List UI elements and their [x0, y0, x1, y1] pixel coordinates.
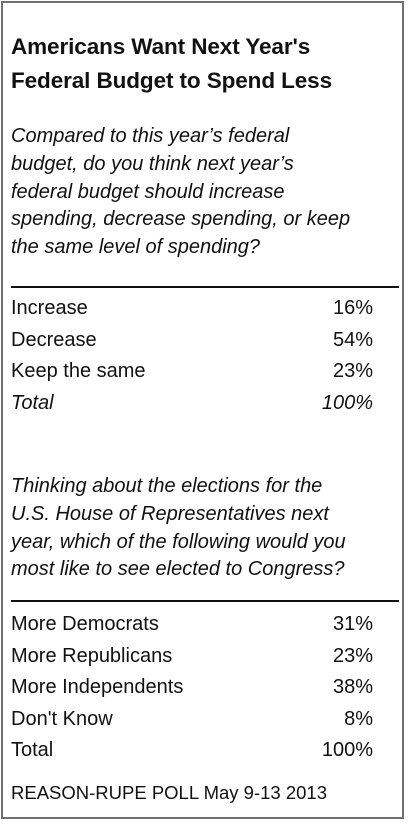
result-label: Don't Know [11, 707, 113, 730]
poll-title-line-1: Americans Want Next Year's [11, 34, 311, 59]
result-value: 8% [344, 707, 373, 730]
budget-question-line-3: federal budget should increase [11, 180, 285, 203]
result-value: 38% [332, 676, 373, 698]
congress-results-table: More Democrats 31% More Republicans 23% … [11, 609, 373, 767]
budget-divider [11, 286, 399, 288]
poll-card: Americans Want Next Year's Federal Budge… [1, 1, 404, 819]
poll-source: REASON-RUPE POLL May 9-13 2013 [11, 782, 327, 803]
result-row: More Republicans 23% [11, 641, 373, 673]
budget-question-line-5: the same level of spending? [11, 236, 261, 259]
result-row: More Independents 38% [11, 672, 373, 704]
congress-question-line-3: year, which of the following would you [11, 530, 346, 553]
result-value: 100% [321, 391, 373, 414]
result-row: Don't Know 8% [11, 704, 373, 736]
result-label: Increase [11, 297, 88, 319]
result-row: Keep the same 23% [11, 356, 373, 388]
result-total-row: Total 100% [11, 388, 373, 420]
result-total-row: Total 100% [11, 735, 373, 767]
result-row: Increase 16% [11, 293, 373, 325]
budget-results-table: Increase 16% Decrease 54% Keep the same … [11, 293, 373, 419]
result-value: 23% [332, 360, 373, 382]
poll-title-line-2: Federal Budget to Spend Less [11, 68, 333, 93]
result-value: 100% [321, 739, 373, 761]
congress-question: Thinking about the elections for the U.S… [11, 473, 403, 584]
result-row: More Democrats 31% [11, 609, 373, 641]
budget-question-line-1: Compared to this year’s federal [11, 125, 290, 147]
congress-divider [11, 600, 399, 602]
budget-question-line-4: spending, decrease spending, or keep [11, 208, 351, 231]
result-label: Total [11, 391, 54, 414]
budget-question: Compared to this year’s federal budget, … [11, 123, 403, 262]
result-label: Decrease [11, 328, 97, 351]
result-label: Keep the same [11, 360, 146, 382]
congress-question-line-4: most like to see elected to Congress? [11, 558, 345, 581]
budget-question-line-2: budget, do you think next year’s [11, 152, 294, 175]
result-value: 23% [332, 644, 373, 667]
result-value: 16% [332, 297, 373, 319]
congress-question-line-1: Thinking about the elections for the [11, 475, 323, 497]
result-label: Total [11, 739, 54, 761]
result-value: 54% [332, 328, 373, 351]
result-label: More Democrats [11, 613, 159, 635]
poll-title: Americans Want Next Year's Federal Budge… [11, 30, 403, 98]
result-value: 31% [332, 613, 373, 635]
result-label: More Independents [11, 676, 184, 698]
congress-question-line-2: U.S. House of Representatives next [11, 502, 329, 525]
result-row: Decrease 54% [11, 325, 373, 357]
result-label: More Republicans [11, 644, 173, 667]
